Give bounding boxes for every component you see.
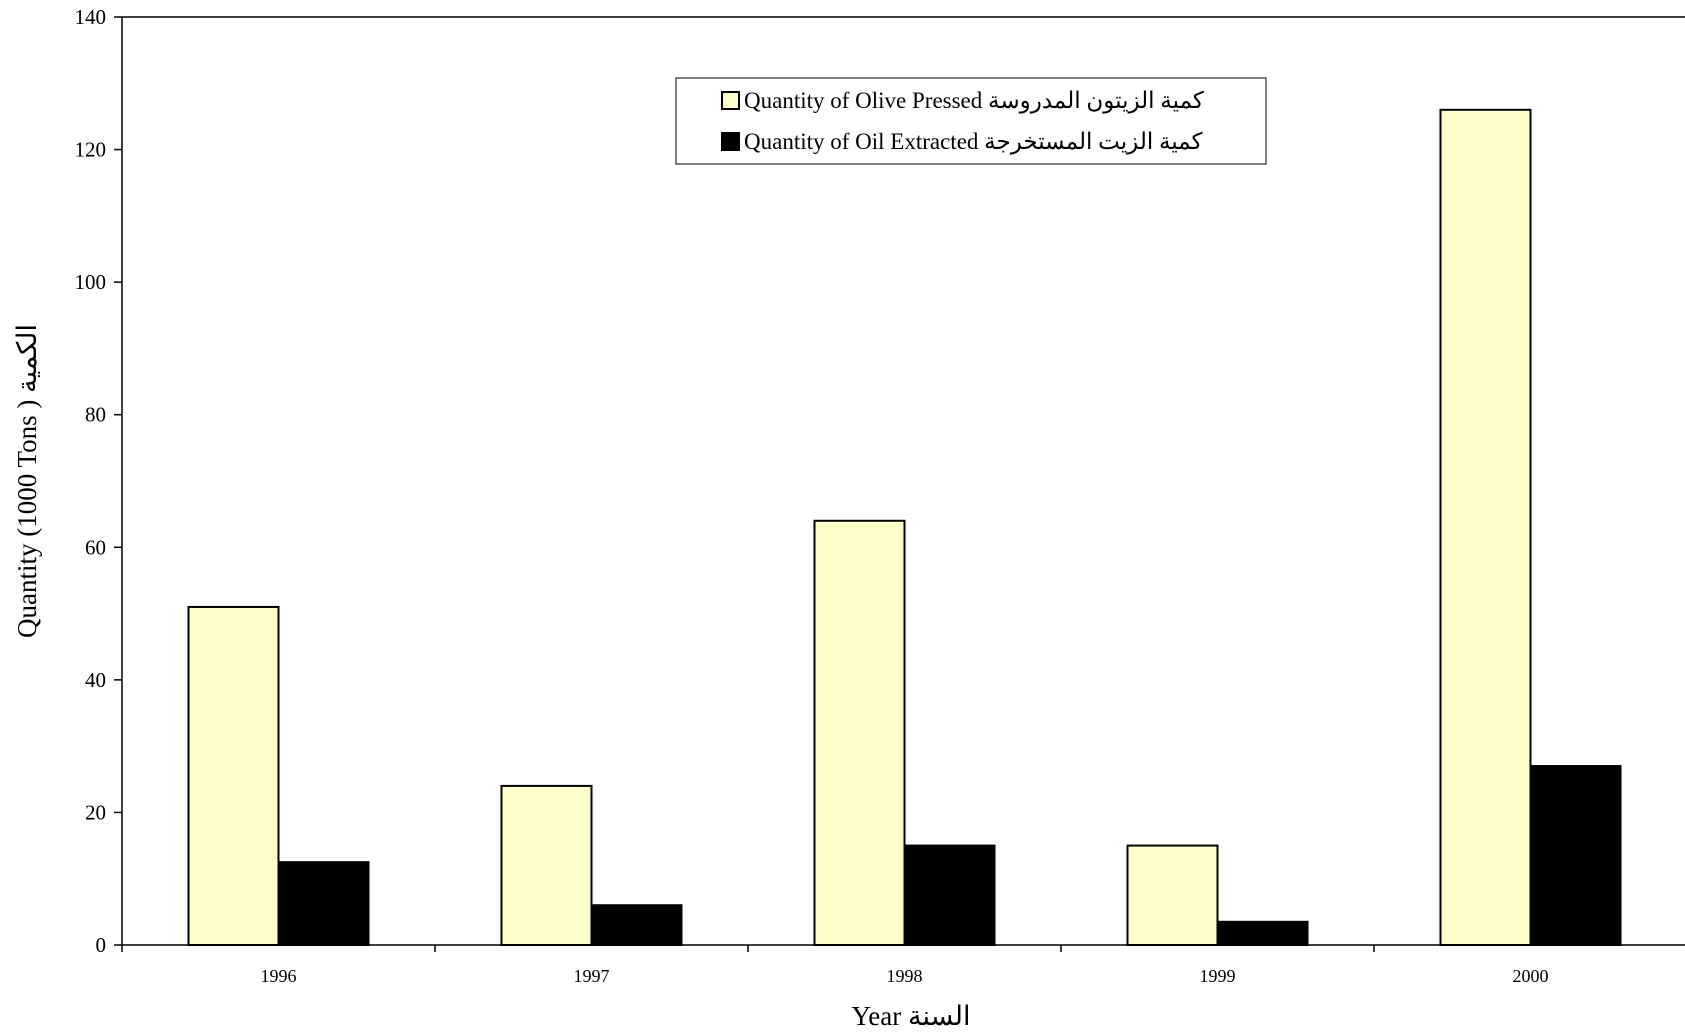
bar-oil-extracted: [1529, 765, 1622, 946]
legend-swatch-oil: [721, 132, 740, 151]
y-tick-label: 60: [85, 535, 106, 559]
legend: Quantity of Olive Pressed كمية الزيتون ا…: [675, 77, 1267, 165]
y-tick-label: 120: [75, 138, 107, 162]
y-tick-label: 80: [85, 403, 106, 427]
x-tick-label: 1998: [887, 966, 923, 986]
y-axis-title: Quantity (1000 Tons ) الكمية: [12, 324, 42, 638]
y-tick-label: 0: [96, 933, 107, 957]
bar-oil-extracted: [903, 844, 996, 946]
x-tick-label: 1997: [574, 966, 610, 986]
bars-group: [187, 108, 1622, 947]
bar-olive-pressed: [813, 519, 906, 946]
bar-oil-extracted: [1216, 920, 1309, 946]
x-axis-title: Year السنة: [852, 1001, 971, 1031]
bar-olive-pressed: [500, 784, 593, 947]
bar-olive-pressed: [1126, 844, 1219, 946]
x-tick-label: 1996: [261, 966, 297, 986]
y-tick-label: 20: [85, 800, 106, 824]
bar-oil-extracted: [590, 904, 683, 947]
y-tick-label: 40: [85, 668, 106, 692]
bar-olive-pressed: [1439, 108, 1532, 947]
legend-swatch-olive: [721, 91, 740, 110]
axes-group: 0 20 40 60 80 100 120 140 1996 1997 1998 1999 2000: [75, 5, 1685, 986]
y-tick-label: 140: [75, 5, 107, 29]
bar-olive-pressed: [187, 605, 280, 946]
legend-label-oil: Quantity of Oil Extracted كمية الزيت الم…: [744, 129, 1203, 155]
legend-box: [675, 77, 1267, 165]
x-tick-label: 1999: [1200, 966, 1236, 986]
bar-oil-extracted: [277, 861, 370, 947]
y-tick-label: 100: [75, 270, 107, 294]
x-tick-label: 2000: [1513, 966, 1549, 986]
legend-label-olive: Quantity of Olive Pressed كمية الزيتون ا…: [744, 88, 1204, 114]
